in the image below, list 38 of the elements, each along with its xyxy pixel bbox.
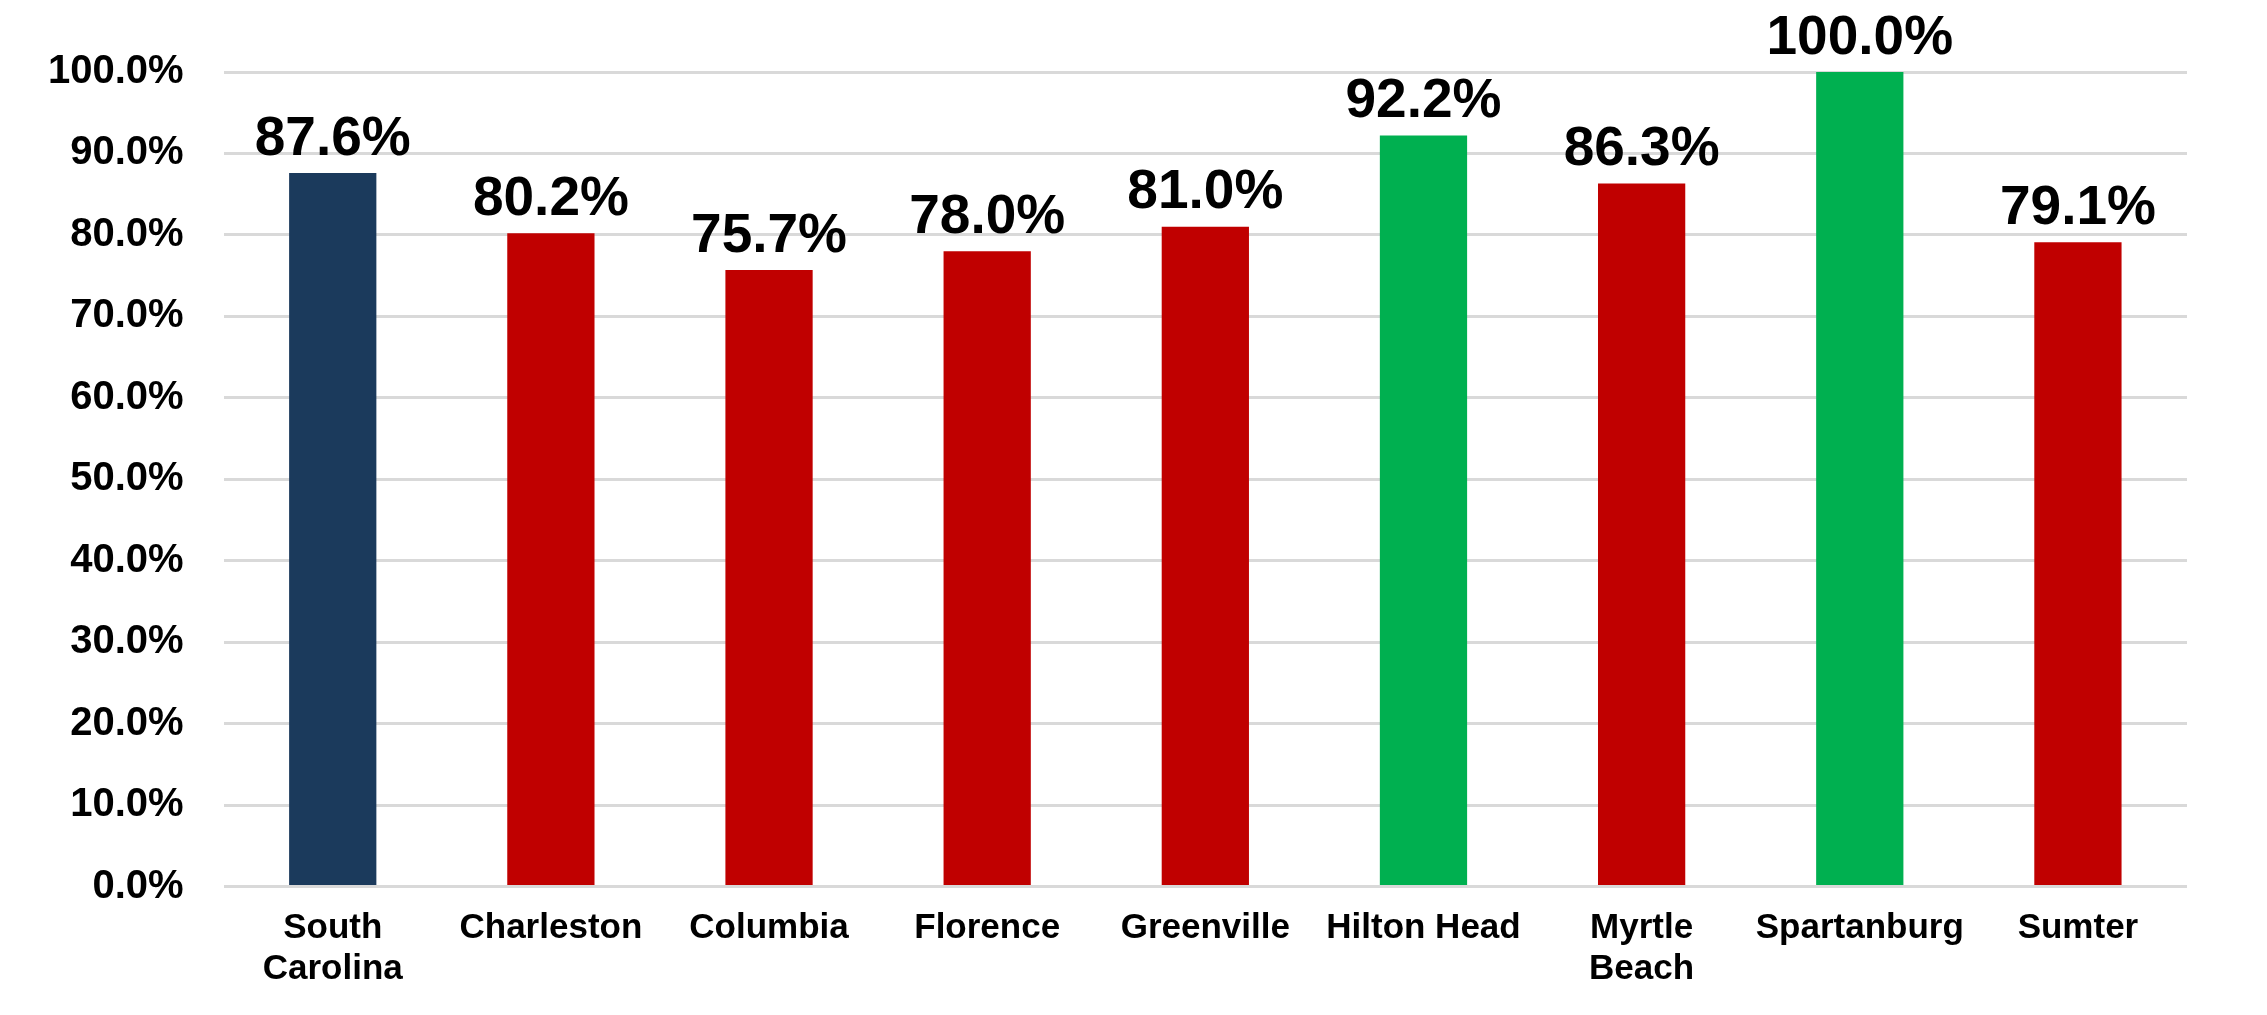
y-tick-label: 20.0% (70, 698, 184, 743)
x-tick-label: Charleston (459, 906, 643, 946)
data-label: 75.7% (691, 201, 848, 264)
x-tick-label: Greenville (1120, 906, 1290, 946)
bar (1816, 72, 1904, 885)
y-tick-label: 70.0% (70, 291, 184, 336)
x-tick-label: Myrtle Beach (1589, 906, 1695, 986)
data-label: 86.3% (1563, 115, 1720, 178)
data-label: 80.2% (472, 164, 629, 227)
data-label: 78.0% (909, 182, 1066, 245)
data-label: 87.6% (254, 104, 411, 167)
y-tick-label: 50.0% (70, 454, 184, 499)
bar (1598, 183, 1686, 885)
bar (289, 173, 377, 885)
data-label: 79.1% (1999, 173, 2156, 236)
y-tick-label: 90.0% (70, 128, 184, 173)
y-tick-label: 80.0% (70, 209, 184, 254)
x-tick-label: Columbia (689, 906, 850, 946)
x-tick-label: Florence (914, 906, 1061, 946)
bar (507, 233, 595, 885)
data-label: 81.0% (1127, 158, 1284, 221)
data-label: 92.2% (1345, 67, 1502, 130)
y-tick-label: 100.0% (47, 47, 184, 92)
y-tick-label: 40.0% (70, 535, 184, 580)
x-tick-label: South Carolina (262, 906, 404, 986)
bar (1379, 135, 1468, 885)
bar (1161, 226, 1249, 885)
y-tick-label: 30.0% (70, 617, 184, 662)
x-tick-label: Sumter (2017, 906, 2139, 946)
y-tick-label: 60.0% (70, 372, 184, 417)
bar (943, 251, 1031, 885)
x-tick-label: Spartanburg (1755, 906, 1964, 946)
data-label: 100.0% (1766, 3, 1954, 66)
bar (2034, 242, 2122, 885)
bar (725, 269, 813, 885)
y-tick-label: 10.0% (70, 780, 184, 825)
y-tick-label: 0.0% (92, 861, 184, 906)
x-tick-label: Hilton Head (1326, 906, 1521, 946)
